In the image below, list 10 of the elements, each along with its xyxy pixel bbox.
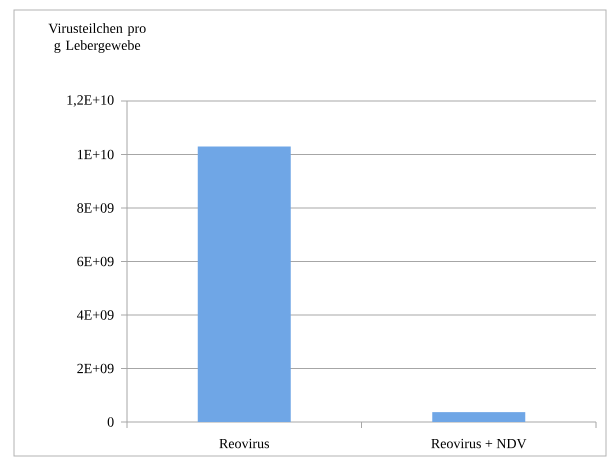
y-tick-label: 1,2E+10 [67, 95, 114, 107]
y-axis-title: Virusteilchen pro g Lebergewebe [48, 23, 146, 53]
x-tick-label: Reovirus [219, 438, 270, 448]
y-tick-label: 1E+10 [78, 150, 114, 160]
y-tick-label: 6E+09 [77, 256, 114, 266]
y-tick-label: 2E+09 [77, 364, 114, 374]
y-tick-label: 4E+09 [76, 310, 114, 320]
x-tick-label: Reovirus + NDV [431, 438, 526, 448]
y-tick-label: 8E+09 [77, 203, 114, 213]
y-tick-label: 0 [108, 417, 114, 427]
